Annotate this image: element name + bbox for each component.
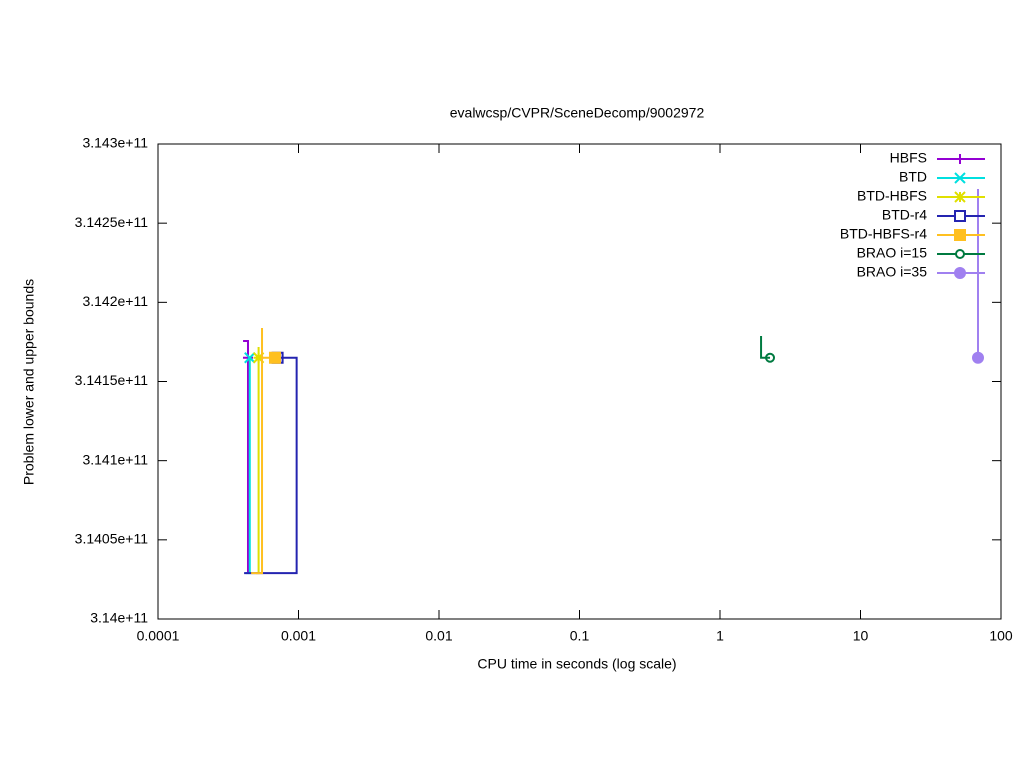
- series-line: [251, 327, 275, 575]
- marker: [244, 352, 256, 364]
- x-tick-label: 0.01: [425, 628, 452, 644]
- y-tick-label: 3.1425e+11: [75, 214, 149, 230]
- x-tick-label: 100: [989, 628, 1013, 644]
- marker: [242, 352, 253, 363]
- legend-marker: [954, 191, 966, 203]
- plot-frame: [157, 143, 1002, 620]
- marker: [765, 352, 776, 363]
- x-tick-label: 0.001: [281, 628, 316, 644]
- marker: [972, 351, 985, 364]
- legend-label: BRAO i=15: [857, 245, 928, 261]
- series-line: [244, 356, 298, 575]
- series-line: [256, 346, 260, 575]
- legend-label: BTD-HBFS: [857, 188, 927, 204]
- legend-label: HBFS: [890, 150, 927, 166]
- y-tick-label: 3.14e+11: [90, 610, 148, 626]
- series-line: [243, 339, 249, 574]
- legend-marker: [955, 249, 965, 259]
- legend-marker: [954, 267, 966, 279]
- legend-marker: [954, 229, 966, 241]
- y-tick-label: 3.1415e+11: [75, 372, 149, 388]
- marker: [252, 352, 265, 364]
- y-axis-label: Problem lower and upper bounds: [21, 279, 37, 485]
- x-tick-label: 0.1: [570, 628, 590, 644]
- x-tick-label: 1: [716, 628, 724, 644]
- legend-label: BTD: [899, 169, 927, 185]
- legend-marker: [954, 210, 966, 222]
- legend-marker: [954, 172, 966, 184]
- y-tick-label: 3.142e+11: [82, 293, 148, 309]
- x-tick-label: 10: [853, 628, 869, 644]
- legend-marker: [955, 154, 965, 164]
- x-axis-label: CPU time in seconds (log scale): [477, 656, 676, 672]
- marker: [268, 351, 281, 364]
- series-line: [760, 336, 771, 359]
- legend-label: BRAO i=35: [857, 264, 928, 280]
- chart-title: evalwcsp/CVPR/SceneDecomp/9002972: [450, 105, 705, 121]
- legend-label: BTD-r4: [882, 207, 927, 223]
- y-tick-label: 3.141e+11: [82, 451, 148, 467]
- y-tick-label: 3.1405e+11: [75, 531, 149, 547]
- y-tick-label: 3.143e+11: [82, 135, 148, 151]
- x-tick-label: 0.0001: [137, 628, 180, 644]
- legend-label: BTD-HBFS-r4: [840, 226, 927, 242]
